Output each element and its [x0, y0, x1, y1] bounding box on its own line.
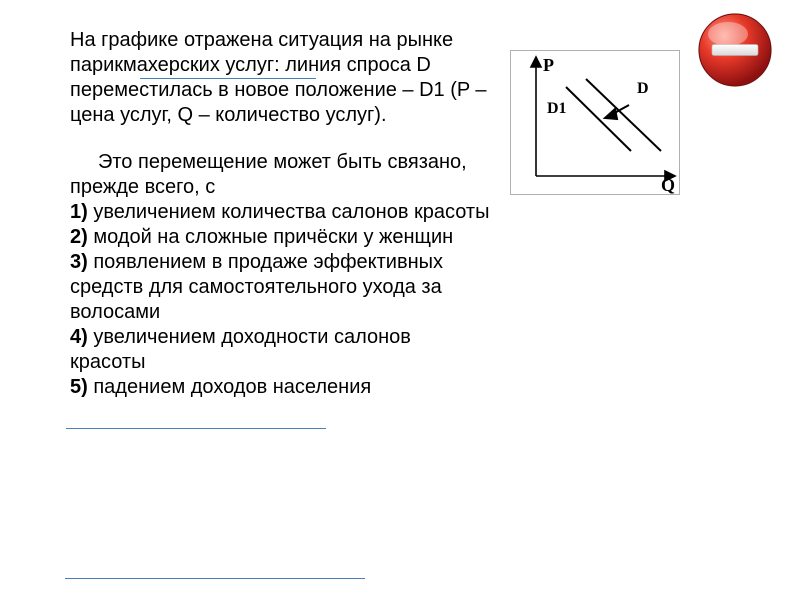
no-entry-icon: [695, 10, 775, 90]
slide: P Q D D1 На графике отражена ситуация на…: [0, 0, 800, 600]
option-3: 3) появлением в продаже эффективных сред…: [70, 250, 490, 325]
axis-label-p: P: [543, 55, 554, 75]
question-block: На графике отражена ситуация на рынке па…: [70, 28, 490, 400]
underline: [140, 78, 316, 79]
option-5: 5) падением доходов населения: [70, 375, 490, 400]
label-d: D: [637, 80, 649, 97]
question-lead: Это перемещение может быть связано, преж…: [70, 150, 490, 200]
label-d1: D1: [547, 100, 567, 117]
demand-shift-diagram: P Q D D1: [510, 50, 680, 195]
underline: [65, 578, 365, 579]
option-4: 4) увеличением доходности салонов красот…: [70, 325, 490, 375]
option-2: 2) модой на сложные причёски у женщин: [70, 225, 490, 250]
option-1: 1) увеличением количества салонов красот…: [70, 200, 490, 225]
axis-label-q: Q: [661, 175, 675, 195]
underline: [66, 428, 326, 429]
